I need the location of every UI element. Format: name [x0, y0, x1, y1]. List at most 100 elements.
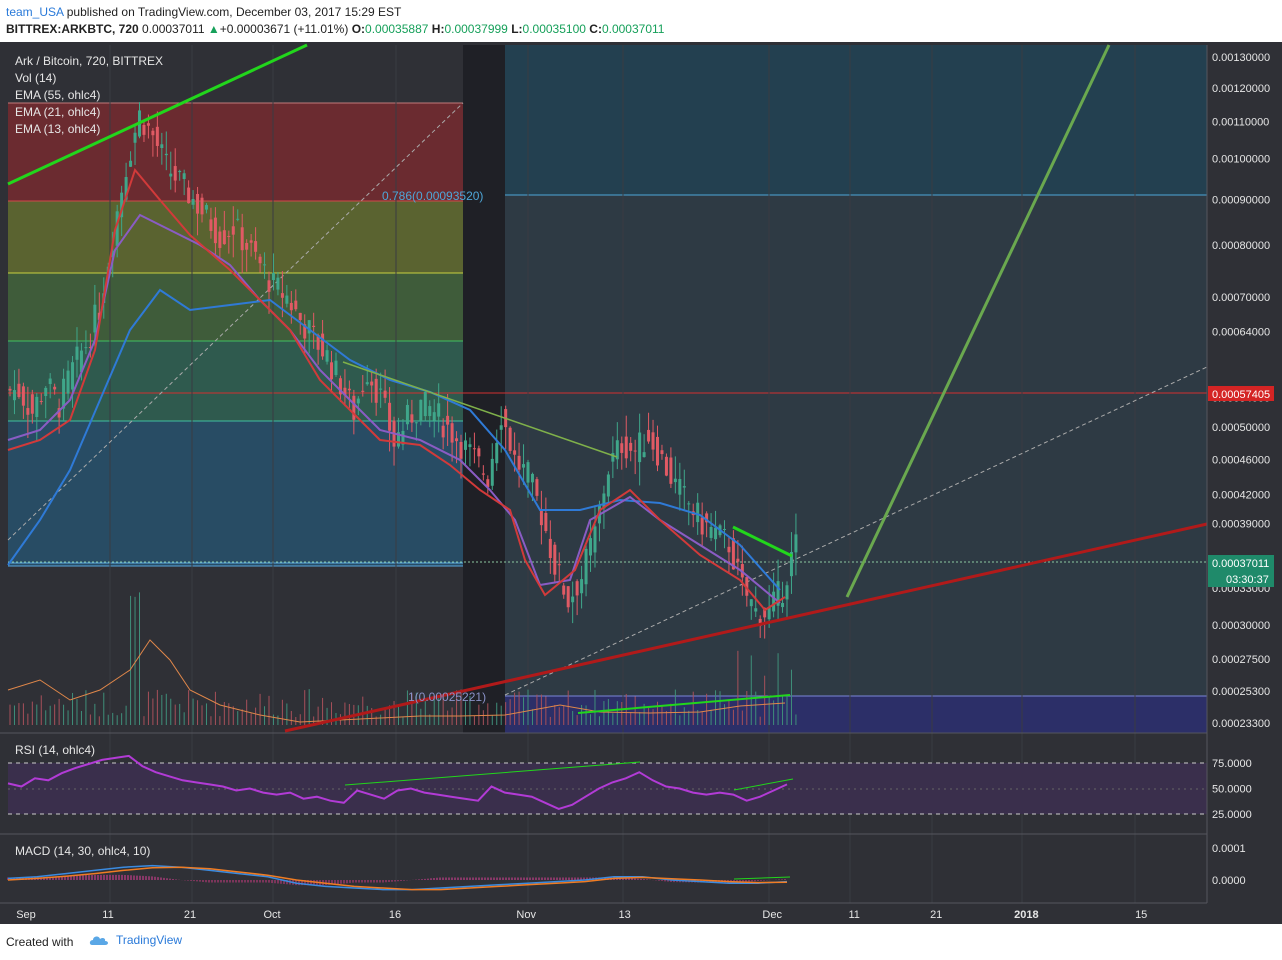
- candle-body: [151, 130, 155, 136]
- candle-body: [129, 160, 133, 167]
- candle-body: [17, 383, 21, 397]
- candle-body: [700, 517, 704, 535]
- candle-body: [231, 226, 235, 235]
- macd-axis: 0.0001 0.0000: [1212, 843, 1246, 887]
- macd-trend: [733, 876, 791, 880]
- candle-body: [544, 512, 548, 532]
- candle-body: [526, 462, 530, 483]
- symbol-line: BITTREX:ARKBTC, 720 0.00037011 ▲+0.00003…: [6, 22, 664, 36]
- candle-body: [571, 596, 575, 603]
- candle-body: [602, 493, 606, 509]
- candle-body: [562, 585, 566, 595]
- tradingview-brand[interactable]: TradingView: [88, 933, 182, 947]
- candle-body: [84, 347, 88, 349]
- rsi-band: [8, 763, 1207, 814]
- volume-trend: [577, 694, 791, 714]
- candle-body: [589, 538, 593, 556]
- candle-body: [347, 388, 351, 391]
- price-axis[interactable]: 0.00130000 0.00120000 0.00110000 0.00100000…: [1212, 52, 1270, 730]
- chart-area[interactable]: Ark / Bitcoin, 720, BITTREX Vol (14) EMA…: [0, 42, 1282, 924]
- candle-body: [227, 235, 231, 237]
- trend-green-top: [7, 43, 308, 186]
- candle-body: [669, 457, 673, 484]
- low-label: L:: [511, 22, 523, 36]
- fib-0786-label: 0.786(0.00093520): [382, 189, 483, 203]
- candle-body: [428, 406, 432, 417]
- ema-13-line: [7, 167, 786, 612]
- candle-body: [352, 395, 356, 420]
- price-tick: 0.00064000: [1212, 327, 1270, 339]
- candle-body: [240, 227, 244, 251]
- candle-body: [26, 408, 30, 415]
- candle-body: [647, 429, 651, 442]
- candle-body: [298, 312, 302, 321]
- candle-body: [722, 528, 726, 530]
- candle-body: [285, 295, 289, 304]
- candle-body: [615, 440, 619, 460]
- low-value: 0.00035100: [522, 22, 586, 36]
- candle-body: [75, 346, 79, 360]
- candle-body: [714, 527, 718, 540]
- candle-body: [294, 300, 298, 310]
- candle-body: [656, 436, 659, 466]
- chart-title: Ark / Bitcoin, 720, BITTREX: [15, 54, 163, 68]
- candle-body: [772, 591, 776, 612]
- candle-body: [432, 412, 436, 421]
- candle-body: [767, 607, 771, 620]
- candle-body: [280, 293, 284, 298]
- candle-body: [316, 335, 320, 350]
- candle-body: [450, 423, 454, 443]
- published-text: published on TradingView.com, December 0…: [66, 5, 402, 19]
- candle-body: [289, 302, 293, 311]
- candle-body: [794, 534, 798, 553]
- candle-body: [508, 427, 512, 451]
- candle-body: [481, 473, 485, 475]
- price-tick: 0.00023300: [1212, 718, 1270, 730]
- time-axis[interactable]: Sep 11 21 Oct 16 Nov 13 Dec 11 21 2018 15: [16, 909, 1147, 921]
- chart-svg[interactable]: Ark / Bitcoin, 720, BITTREX Vol (14) EMA…: [0, 42, 1282, 924]
- rsi-trend-2: [733, 778, 794, 791]
- price-tick: 0.00080000: [1212, 240, 1270, 252]
- time-tick: 13: [618, 909, 630, 921]
- publish-line: team_USA published on TradingView.com, D…: [6, 5, 401, 19]
- candle-body: [218, 231, 222, 248]
- candle-body: [455, 438, 459, 442]
- candle-body: [486, 479, 490, 488]
- projection-up: [845, 44, 1111, 598]
- candle-body: [8, 388, 12, 391]
- candle-body: [196, 193, 200, 214]
- rsi-tick: 75.0000: [1212, 758, 1252, 770]
- candle-body: [35, 396, 39, 418]
- candle-body: [446, 415, 450, 425]
- price-tick: 0.00070000: [1212, 292, 1270, 304]
- change-value: +0.00003671 (+11.01%): [219, 22, 349, 36]
- candle-body: [410, 414, 414, 423]
- close-label: C:: [589, 22, 602, 36]
- candle-body: [468, 444, 472, 448]
- candle-body: [254, 241, 258, 252]
- price-tick: 0.00042000: [1212, 490, 1270, 502]
- time-tick: Sep: [16, 909, 36, 921]
- time-tick: 21: [184, 909, 196, 921]
- candle-body: [258, 256, 262, 264]
- candle-body: [490, 458, 494, 486]
- candle-body: [673, 478, 677, 483]
- author-link[interactable]: team_USA: [6, 5, 64, 19]
- candle-body: [312, 325, 316, 327]
- price-tick: 0.00030000: [1212, 620, 1270, 632]
- macd-tick: 0.0001: [1212, 843, 1246, 855]
- candle-body: [209, 219, 213, 231]
- candle-body: [160, 144, 164, 149]
- ema21-label: EMA (21, ohlc4): [15, 105, 100, 119]
- candle-body: [633, 450, 637, 452]
- candle-body: [191, 199, 195, 205]
- candle-body: [539, 510, 543, 526]
- rsi-axis: 75.0000 50.0000 25.0000: [1212, 758, 1252, 821]
- candle-body: [553, 544, 557, 575]
- price-tick: 0.00046000: [1212, 454, 1270, 466]
- time-tick: 2018: [1014, 909, 1038, 921]
- candle-body: [705, 513, 709, 523]
- candle-body: [88, 346, 92, 348]
- candle-body: [423, 391, 427, 417]
- candle-body: [401, 430, 405, 445]
